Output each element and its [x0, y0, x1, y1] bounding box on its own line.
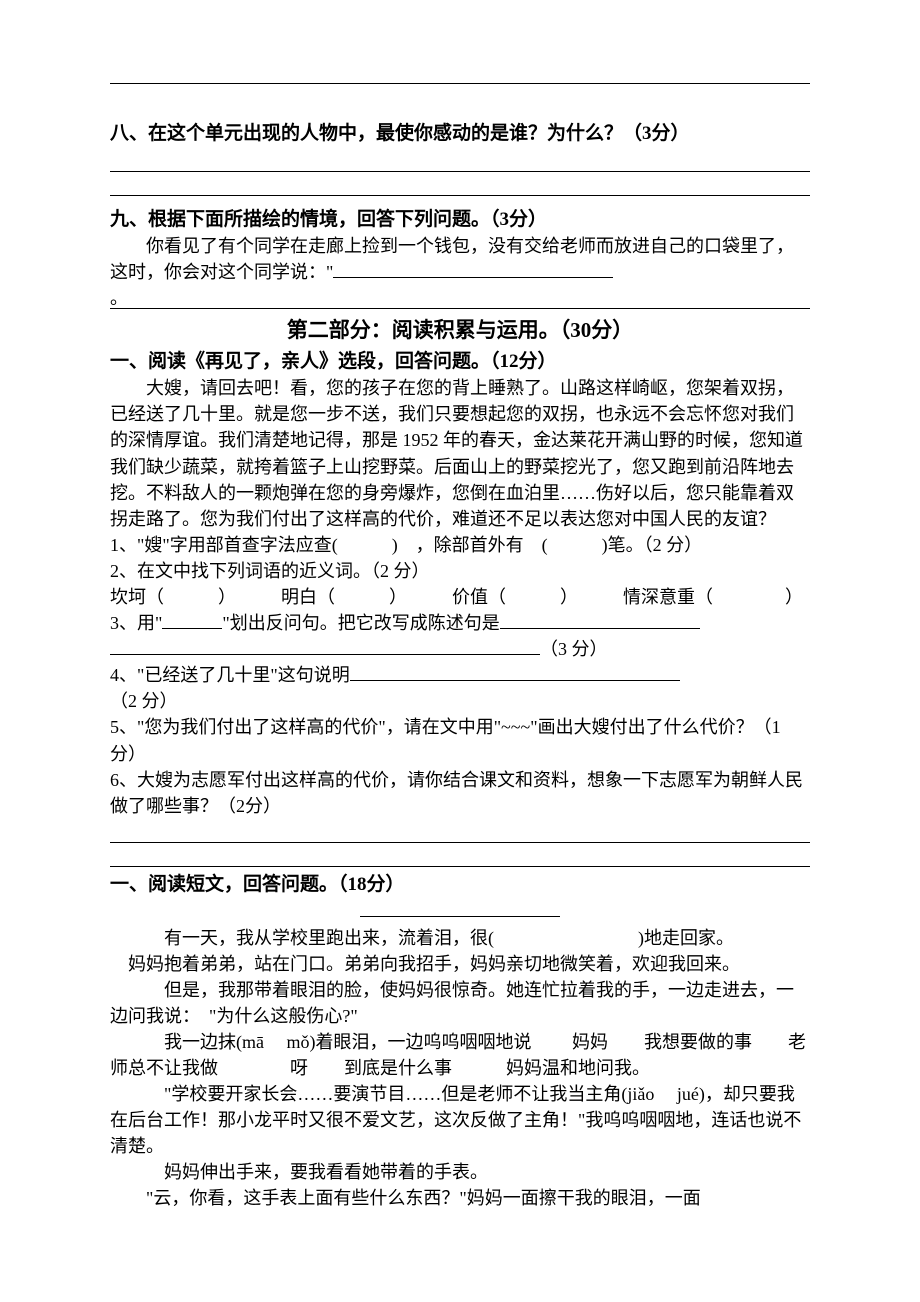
- q3: 3、用" "划出反问句。把它改写成陈述句是: [110, 610, 810, 636]
- q5: 5、"您为我们付出了这样高的代价"，请在文中用"~~~"画出大嫂付出了什么代价？…: [110, 714, 810, 766]
- reading-2-p7: "云，你看，这手表上面有些什么东西？"妈妈一面擦干我的眼泪，一面: [110, 1185, 810, 1211]
- q2-words: 坎坷（ ） 明白（ ） 价值（ ） 情深意重（ ）: [110, 584, 810, 610]
- fill-blank: [500, 611, 700, 629]
- q4: 4、"已经送了几十里"这句说明: [110, 662, 810, 688]
- q6: 6、大嫂为志愿军付出这样高的代价，请你结合课文和资料，想象一下志愿军为朝鲜人民做…: [110, 767, 810, 819]
- reading-2-p6: 妈妈伸出手来，要我看看她带着的手表。: [110, 1159, 810, 1185]
- q4-before: 4、"已经送了几十里"这句说明: [110, 665, 350, 685]
- answer-line: [110, 60, 810, 84]
- answer-line: [110, 843, 810, 867]
- q4-points: （2 分）: [110, 688, 810, 714]
- title-blank: [360, 899, 560, 917]
- reading-2-heading: 一、阅读短文，回答问题。（18分）: [110, 871, 810, 899]
- answer-line: [110, 172, 810, 196]
- reading-2-p1: 有一天，我从学校里跑出来，流着泪，很( )地走回家。: [110, 925, 810, 951]
- reading-1-heading: 一、阅读《再见了，亲人》选段，回答问题。（12分）: [110, 348, 810, 376]
- section-9-heading: 九、根据下面所描绘的情境，回答下列问题。（3分）: [110, 206, 810, 234]
- q2-intro: 2、在文中找下列词语的近义词。（2 分）: [110, 558, 810, 584]
- q1: 1、"嫂"字用部首查字法应查( ) ，除部首外有 ( )笔。（2 分）: [110, 532, 810, 558]
- reading-2-title-blank-row: [110, 898, 810, 924]
- fill-blank: [110, 637, 540, 655]
- q3-after: "划出反问句。把它改写成陈述句是: [222, 613, 499, 633]
- reading-1-passage: 大嫂，请回去吧！看，您的孩子在您的背上睡熟了。山路这样崎岖，您架着双拐，已经送了…: [110, 375, 810, 532]
- spacer: [110, 84, 810, 110]
- q3-before: 3、用": [110, 613, 162, 633]
- reading-2-p5: "学校要开家长会……要演节目……但是老师不让我当主角(jiǎo jué)，却只要…: [110, 1081, 810, 1159]
- section-9-prompt: 你看见了有个同学在走廊上捡到一个钱包，没有交给老师而放进自己的口袋里了，这时，你…: [110, 233, 810, 285]
- reading-2-p4: 我一边抹(mā mǒ)着眼泪，一边呜呜咽咽地说 妈妈 我想要做的事 老师总不让我…: [110, 1029, 810, 1081]
- section-8-heading: 八、在这个单元出现的人物中，最使你感动的是谁？为什么？（3分）: [110, 120, 810, 148]
- fill-blank: [162, 611, 222, 629]
- answer-line: [110, 148, 810, 172]
- answer-line: [110, 819, 810, 843]
- q3-line2: （3 分）: [110, 636, 810, 662]
- q3-points: （3 分）: [540, 639, 608, 659]
- answer-line: [110, 285, 810, 309]
- fill-blank: [350, 663, 680, 681]
- part-2-heading: 第二部分：阅读积累与运用。（30分）: [110, 315, 810, 345]
- fill-blank: [333, 260, 613, 278]
- reading-2-p3: 但是，我那带着眼泪的脸，使妈妈很惊奇。她连忙拉着我的手，一边走进去，一边问我说：…: [110, 977, 810, 1029]
- reading-2-p2: 妈妈抱着弟弟，站在门口。弟弟向我招手，妈妈亲切地微笑着，欢迎我回来。: [110, 951, 810, 977]
